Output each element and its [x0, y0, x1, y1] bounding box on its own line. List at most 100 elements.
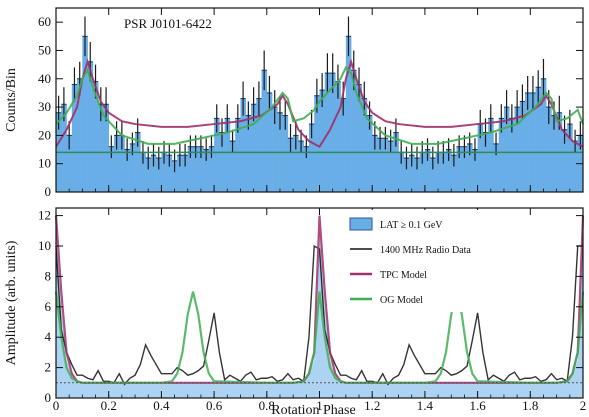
legend-label: 1400 MHz Radio Data	[380, 245, 471, 256]
histogram-bar	[414, 158, 420, 192]
histogram-bar	[535, 87, 542, 192]
y-tick-label: 12	[38, 208, 51, 223]
y-tick-label: 0	[45, 390, 52, 405]
histogram-bar	[572, 141, 579, 192]
histogram-bar	[229, 141, 236, 192]
histogram-bar	[345, 36, 352, 192]
histogram-bar	[393, 132, 399, 192]
histogram-bar	[356, 84, 362, 192]
histogram-bar	[135, 132, 141, 192]
histogram-bar	[119, 135, 125, 192]
bottom-axis-ticks: 0 2 4 6 8 10 12 0 0.2 0.4 0.6 0.8 1 1.2 1.4 1.6 1.8 2	[38, 208, 586, 413]
histogram-bar	[388, 141, 394, 192]
histogram-bar	[113, 135, 120, 192]
histogram-bar	[419, 152, 426, 192]
x-axis-title: Rotation Phase	[271, 403, 355, 417]
histogram-bar	[92, 81, 99, 192]
x-tick-label: 0.4	[153, 398, 170, 413]
histogram-bar	[409, 155, 415, 192]
histogram-bar	[66, 135, 73, 192]
histogram-bar	[235, 118, 241, 192]
x-tick-label: 1.4	[417, 398, 434, 413]
og-model-curve-top	[55, 65, 584, 145]
1400-mhz-radio-data-curve	[55, 244, 583, 386]
x-tick-label: 0.2	[101, 398, 117, 413]
histogram-bar	[287, 138, 294, 192]
histogram-bar	[198, 146, 204, 192]
histogram-bar	[308, 124, 315, 192]
x-tick-label: 1	[316, 398, 323, 413]
histogram-bar	[61, 104, 67, 192]
histogram-bar	[187, 146, 194, 192]
histogram-bar	[335, 81, 341, 192]
histogram-bar	[71, 84, 78, 192]
histogram-bar	[351, 70, 357, 192]
top-histogram	[56, 36, 584, 193]
histogram-bar	[445, 149, 452, 192]
y-tick-label: 6	[45, 299, 52, 314]
histogram-bar	[177, 155, 183, 192]
histogram-bar	[514, 107, 521, 192]
histogram-bar	[377, 138, 384, 192]
histogram-bar	[330, 73, 336, 192]
top-model-curves	[55, 58, 584, 149]
y-tick-label: 10	[38, 238, 51, 253]
y-tick-label: 40	[38, 71, 51, 86]
histogram-bar	[166, 155, 173, 192]
histogram-bar	[509, 118, 515, 192]
x-tick-label: 0.8	[259, 398, 275, 413]
histogram-bar	[546, 107, 552, 192]
histogram-bar	[372, 135, 378, 192]
histogram-bar	[567, 124, 573, 192]
histogram-bar	[272, 107, 278, 192]
histogram-bar	[461, 146, 468, 192]
histogram-bar	[103, 104, 109, 192]
histogram-bar	[361, 98, 368, 192]
y-tick-label: 30	[38, 99, 51, 114]
og-model-curve	[54, 291, 585, 384]
histogram-bar	[224, 118, 231, 192]
histogram-bar	[366, 115, 373, 192]
x-tick-label: 0	[53, 398, 60, 413]
histogram-bar	[250, 104, 257, 192]
histogram-bar	[403, 158, 410, 192]
x-tick-label: 2	[580, 398, 587, 413]
histogram-bar	[451, 155, 457, 192]
x-tick-label: 1.8	[522, 398, 538, 413]
tpc-model-curve-top	[55, 58, 584, 149]
y-tick-label: 10	[38, 156, 51, 171]
legend: LAT ≥ 0.1 GeV 1400 MHz Radio Data TPC Mode…	[342, 210, 510, 312]
histogram-bar	[293, 135, 299, 192]
legend-swatch	[349, 217, 373, 231]
x-tick-label: 0.6	[206, 398, 223, 413]
x-tick-label: 1.2	[364, 398, 380, 413]
y-tick-label: 0	[45, 184, 52, 199]
histogram-bar	[145, 158, 152, 192]
histogram-bar	[382, 138, 389, 192]
top-panel: 0 10 20 30 40 50 60 PSR J0101-6422 Counts/Bin	[4, 7, 584, 199]
histogram-bar	[424, 149, 431, 192]
histogram-bar	[561, 129, 568, 192]
top-y-axis-title: Counts/Bin	[4, 68, 19, 132]
legend-label: OG Model	[380, 295, 423, 306]
y-tick-label: 4	[45, 329, 52, 344]
histogram-bar	[482, 132, 489, 192]
histogram-bar	[525, 92, 531, 192]
histogram-bar	[129, 143, 136, 192]
histogram-bar	[245, 115, 252, 192]
histogram-bar	[298, 141, 304, 192]
y-tick-label: 8	[45, 268, 52, 283]
bottom-curves	[54, 215, 585, 386]
histogram-bar	[303, 146, 310, 192]
pulsar-name-annotation: PSR J0101-6422	[124, 16, 212, 31]
histogram-bar	[124, 149, 131, 192]
histogram-bar	[182, 155, 189, 192]
histogram-bar	[430, 158, 436, 192]
y-tick-label: 20	[38, 127, 51, 142]
histogram-bar	[477, 124, 484, 192]
histogram-bar	[193, 146, 199, 192]
histogram-bar	[108, 146, 115, 192]
histogram-bar	[540, 78, 547, 192]
histogram-bar	[87, 61, 94, 193]
